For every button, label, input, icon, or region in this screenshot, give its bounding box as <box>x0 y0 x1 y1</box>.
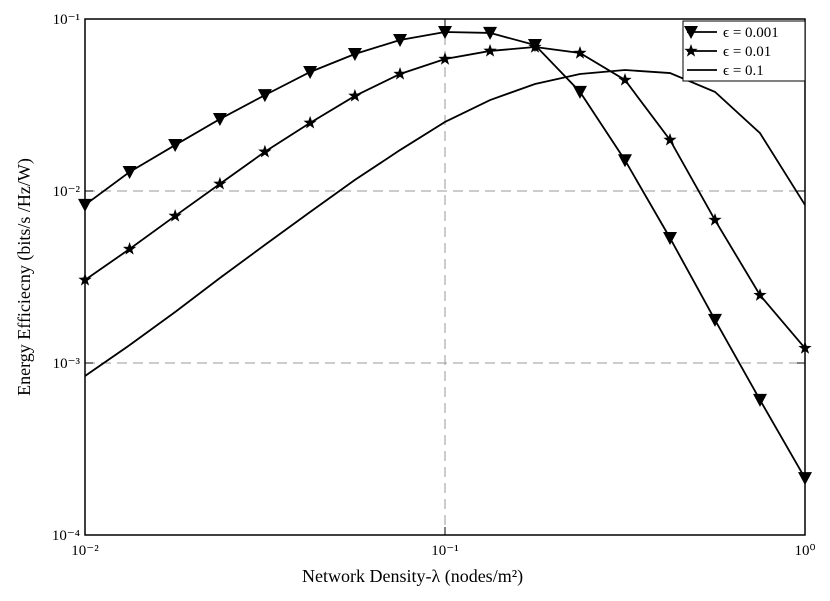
legend-marker <box>684 44 698 57</box>
marker <box>393 66 407 80</box>
legend-label: ϵ = 0.01 <box>723 44 771 60</box>
marker <box>663 232 678 246</box>
marker <box>753 393 768 407</box>
marker <box>78 272 92 286</box>
marker <box>798 472 812 486</box>
x-tick-label: 10⁻¹ <box>431 543 458 559</box>
marker <box>212 113 227 127</box>
x-tick-label: 10⁰ <box>794 543 815 559</box>
marker <box>347 47 362 61</box>
x-axis-label: Network Density-λ (nodes/m²) <box>302 566 523 587</box>
legend-marker <box>684 26 698 39</box>
marker <box>168 139 183 153</box>
legend-label: ϵ = 0.1 <box>723 63 764 79</box>
marker <box>617 154 632 168</box>
marker <box>78 198 92 212</box>
marker <box>663 132 677 146</box>
marker <box>348 88 362 102</box>
y-tick-label: 10⁻² <box>53 184 81 200</box>
marker <box>753 288 767 301</box>
marker <box>257 89 272 103</box>
marker <box>168 208 182 222</box>
marker <box>438 52 452 65</box>
marker <box>572 85 587 99</box>
marker <box>618 72 632 86</box>
marker <box>258 144 272 158</box>
legend-label: ϵ = 0.001 <box>723 25 779 41</box>
y-tick-label: 10⁻⁴ <box>52 528 80 544</box>
marker <box>303 65 318 79</box>
marker <box>393 33 408 47</box>
marker <box>483 43 497 57</box>
marker <box>122 242 137 255</box>
x-tick-label: 10⁻² <box>71 543 99 559</box>
marker <box>303 115 317 129</box>
marker <box>707 313 722 327</box>
y-tick-label: 10⁻³ <box>53 356 81 372</box>
marker <box>798 341 812 354</box>
marker <box>438 26 452 40</box>
marker <box>122 165 137 179</box>
y-tick-label: 10⁻¹ <box>53 12 80 28</box>
marker <box>213 176 227 190</box>
y-axis-label: Energy Efficiecny (bits/s /Hz/W) <box>14 158 35 396</box>
marker <box>483 26 498 40</box>
marker <box>528 40 542 53</box>
marker <box>573 46 587 59</box>
marker <box>708 213 722 226</box>
